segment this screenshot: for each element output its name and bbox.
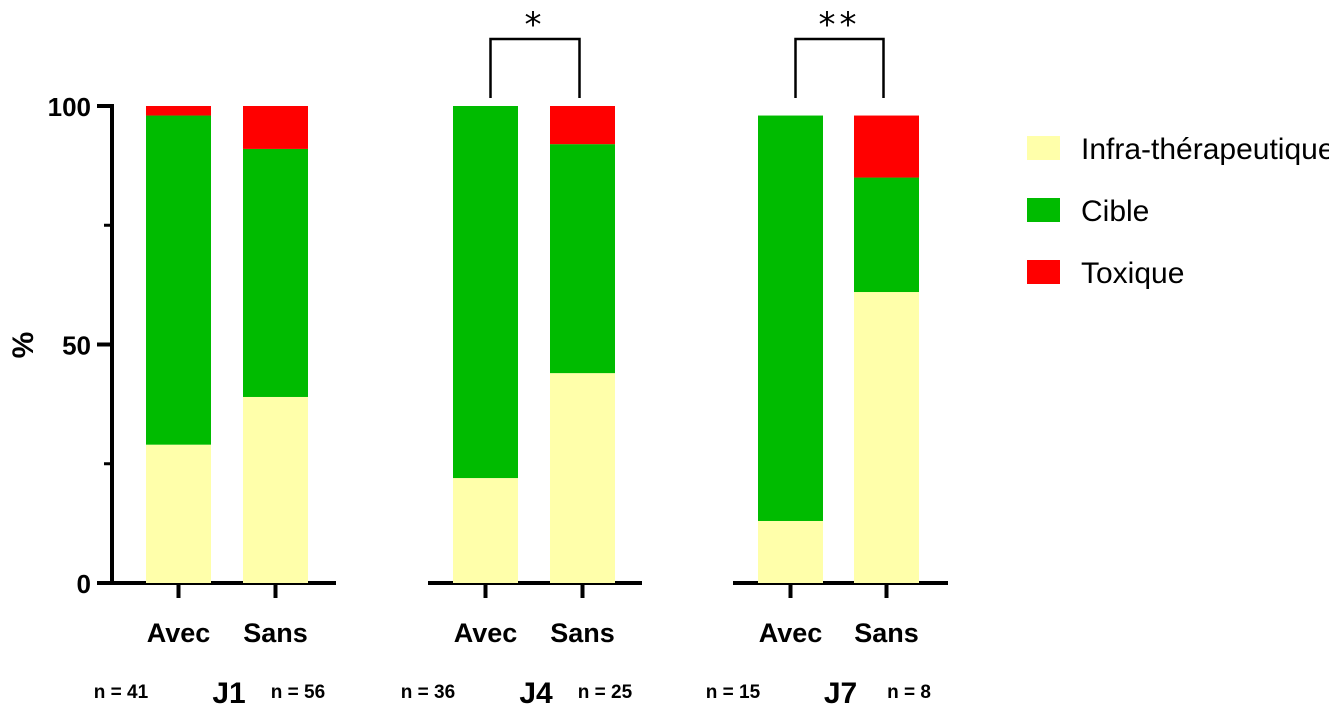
legend-swatch xyxy=(1027,136,1060,160)
bar-segment xyxy=(854,292,919,583)
bar-segment xyxy=(550,144,615,374)
y-tick-label: 0 xyxy=(77,569,91,599)
bar-segment xyxy=(146,115,211,445)
legend-swatch xyxy=(1027,198,1060,222)
bar-segment xyxy=(550,373,615,583)
bar-segment xyxy=(146,106,211,116)
significance-marker: * xyxy=(525,5,546,45)
legend-label: Toxique xyxy=(1081,257,1184,290)
group-label: J1 xyxy=(212,677,245,705)
y-tick-label: 100 xyxy=(48,92,91,122)
legend-label: Cible xyxy=(1081,195,1149,228)
bar-segment xyxy=(243,148,308,397)
significance-marker: ** xyxy=(819,5,861,45)
x-category-label: Sans xyxy=(854,618,919,648)
bar-segment xyxy=(453,478,518,583)
bar-segment xyxy=(243,396,308,583)
legend-label: Infra-thérapeutique xyxy=(1081,133,1329,166)
y-tick-label: 50 xyxy=(62,331,91,361)
bar-segment xyxy=(854,115,919,178)
significance-bracket xyxy=(794,37,885,98)
legend-swatch xyxy=(1027,260,1060,284)
n-count-label: n = 56 xyxy=(271,682,325,703)
x-category-label: Sans xyxy=(243,618,308,648)
n-count-label: n = 25 xyxy=(578,682,633,703)
bar-segment xyxy=(550,106,615,145)
group-label: J7 xyxy=(824,677,857,705)
x-category-label: Sans xyxy=(550,618,615,648)
significance-bracket xyxy=(489,37,581,98)
bar-segment xyxy=(243,106,308,149)
n-count-label: n = 15 xyxy=(706,682,761,703)
x-category-label: Avec xyxy=(147,618,211,648)
n-count-label: n = 8 xyxy=(887,682,931,703)
y-axis-label: % xyxy=(7,332,40,359)
x-category-label: Avec xyxy=(759,618,823,648)
n-count-label: n = 41 xyxy=(94,682,149,703)
bar-segment xyxy=(453,106,518,479)
x-category-label: Avec xyxy=(454,618,518,648)
bar-segment xyxy=(758,520,823,583)
bar-segment xyxy=(146,444,211,583)
group-label: J4 xyxy=(519,677,553,705)
bar-segment xyxy=(758,115,823,521)
bar-segment xyxy=(854,177,919,293)
n-count-label: n = 36 xyxy=(401,682,455,703)
